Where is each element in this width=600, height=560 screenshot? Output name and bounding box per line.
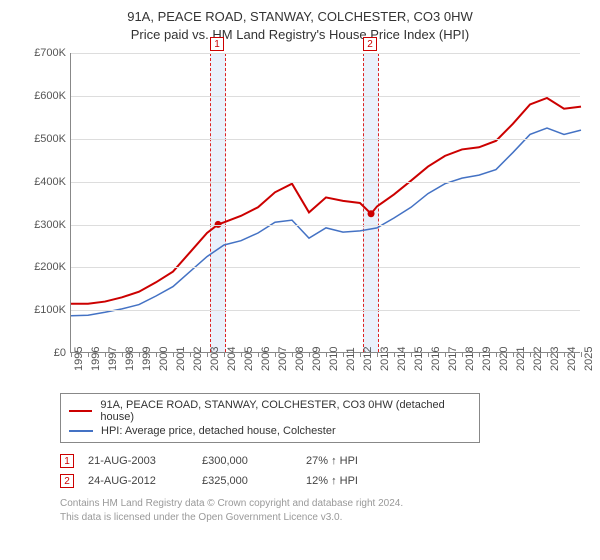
y-axis-label: £100K [20,304,66,316]
y-axis-label: £400K [20,176,66,188]
attribution-line-1: Contains HM Land Registry data © Crown c… [60,497,590,511]
legend-label: 91A, PEACE ROAD, STANWAY, COLCHESTER, CO… [100,399,471,423]
chart-title: 91A, PEACE ROAD, STANWAY, COLCHESTER, CO… [10,8,590,43]
sale-hpi-delta: 12% ↑ HPI [306,475,406,487]
gridline [71,96,580,97]
sales-table: 1 21-AUG-2003 £300,000 27% ↑ HPI 2 24-AUG-201… [60,451,590,491]
legend-row: 91A, PEACE ROAD, STANWAY, COLCHESTER, CO… [69,398,471,424]
legend-label: HPI: Average price, detached house, Colc… [101,425,336,437]
legend: 91A, PEACE ROAD, STANWAY, COLCHESTER, CO… [60,393,480,443]
gridline [71,267,580,268]
y-axis-label: £200K [20,261,66,273]
gridline [71,139,580,140]
x-tick [71,352,72,357]
legend-swatch [69,430,93,432]
gridline [71,53,580,54]
sale-price: £300,000 [202,455,292,467]
plot-region [70,53,580,353]
y-axis-label: £500K [20,133,66,145]
sale-row: 2 24-AUG-2012 £325,000 12% ↑ HPI [60,471,590,491]
y-axis-label: £700K [20,47,66,59]
title-line-2: Price paid vs. HM Land Registry's House … [10,26,590,44]
sale-marker-box: 1 [60,454,74,468]
legend-row: HPI: Average price, detached house, Colc… [69,424,471,438]
x-axis-label: 2025 [583,337,600,371]
sale-date: 21-AUG-2003 [88,455,188,467]
sale-hpi-delta: 27% ↑ HPI [306,455,406,467]
series-svg [71,53,581,353]
series-line-price_paid [71,98,581,304]
sale-date: 24-AUG-2012 [88,475,188,487]
band-marker: 1 [210,37,224,51]
gridline [71,225,580,226]
attribution-line-2: This data is licensed under the Open Gov… [60,511,590,525]
y-axis-label: £600K [20,90,66,102]
title-line-1: 91A, PEACE ROAD, STANWAY, COLCHESTER, CO… [10,8,590,26]
data-point-marker [368,210,375,217]
legend-swatch [69,410,92,412]
gridline [71,182,580,183]
sale-row: 1 21-AUG-2003 £300,000 27% ↑ HPI [60,451,590,471]
sale-marker-box: 2 [60,474,74,488]
band-marker: 2 [363,37,377,51]
y-axis-label: £0 [20,347,66,359]
chart-area: £0£100K£200K£300K£400K£500K£600K£700K199… [20,49,580,389]
gridline [71,310,580,311]
attribution: Contains HM Land Registry data © Crown c… [60,497,590,524]
y-axis-label: £300K [20,219,66,231]
sale-price: £325,000 [202,475,292,487]
